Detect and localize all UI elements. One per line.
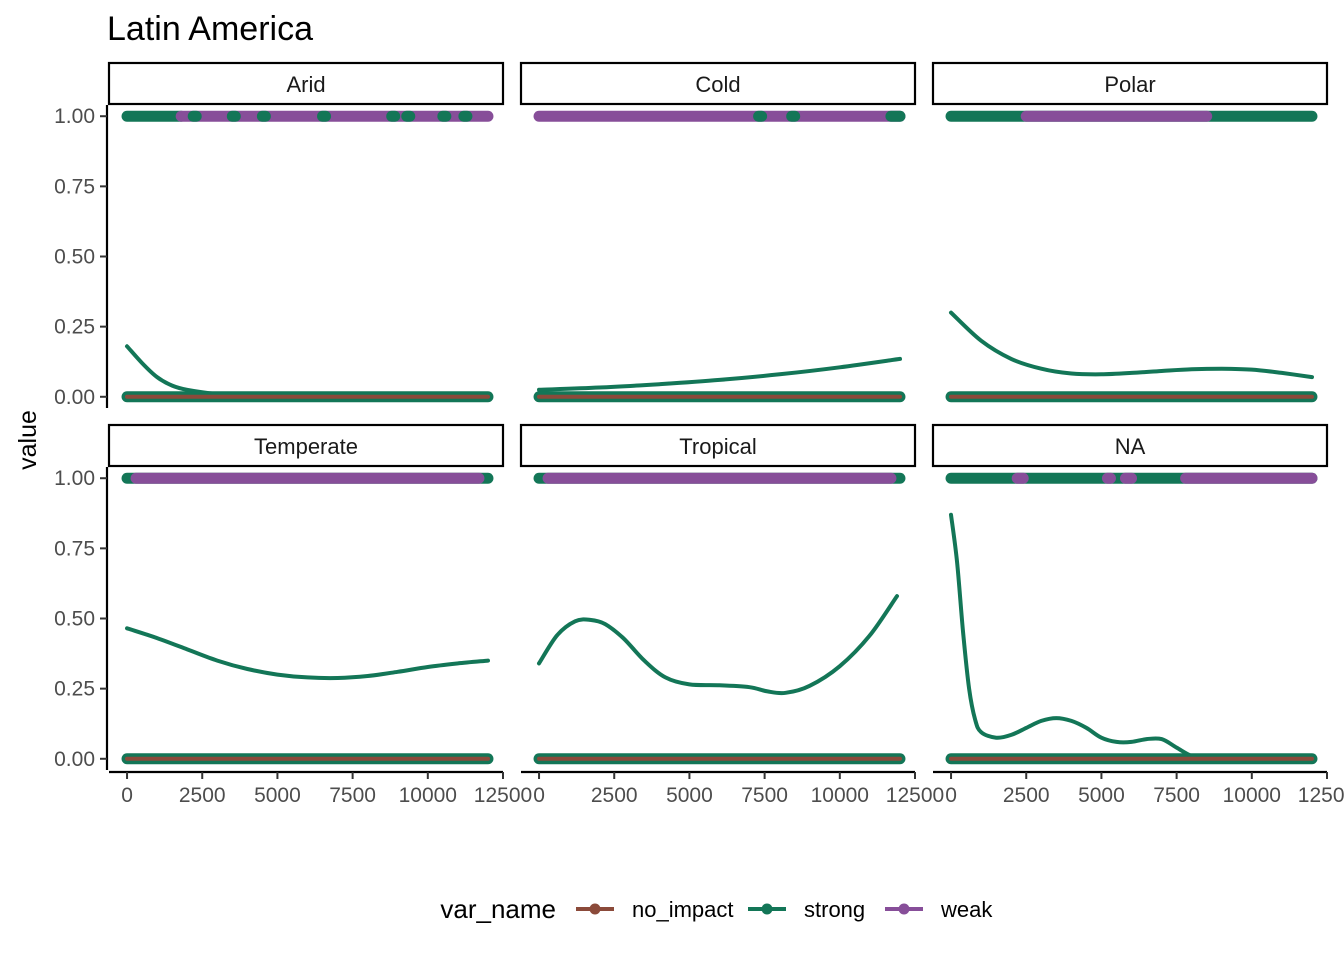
- x-tick-label-tropical-4: 10000: [811, 784, 869, 807]
- legend-key-point-strong: [761, 903, 773, 915]
- x-tick-label-na-0: 0: [945, 784, 957, 807]
- legend-label-no_impact: no_impact: [632, 897, 734, 922]
- x-tick-label-na-3: 7500: [1153, 784, 1200, 807]
- series-line-strong-cold: [537, 356, 902, 392]
- y-tick-label-arid-3: 0.75: [54, 175, 95, 198]
- y-tick-label-arid-1: 0.25: [54, 316, 95, 339]
- panel-na: NA 0 2500 5000 7500 10000 12500: [931, 423, 1344, 807]
- x-tick-label-tropical-2: 5000: [666, 784, 713, 807]
- y-axis-title: value: [14, 410, 42, 470]
- x-tick-label-temperate-4: 10000: [399, 784, 457, 807]
- panel-polar: Polar: [931, 61, 1329, 403]
- facet-label-polar: Polar: [1104, 72, 1155, 97]
- y-tick-label-temperate-4: 1.00: [54, 467, 95, 490]
- y-tick-label-arid-4: 1.00: [54, 105, 95, 128]
- facet-label-arid: Arid: [286, 72, 325, 97]
- x-tick-label-temperate-0: 0: [121, 784, 133, 807]
- panel-tropical: Tropical 0 2500 5000 7500 10000 12500: [519, 423, 944, 807]
- facet-strip-tropical: [519, 423, 917, 468]
- facet-strip-polar: [931, 61, 1329, 106]
- x-tick-label-na-1: 2500: [1003, 784, 1050, 807]
- y-tick-label-temperate-1: 0.25: [54, 678, 95, 701]
- facet-label-temperate: Temperate: [254, 434, 358, 459]
- facet-strip-temperate: [107, 423, 505, 468]
- x-tick-label-tropical-0: 0: [533, 784, 545, 807]
- x-tick-label-na-5: 12500: [1298, 784, 1344, 807]
- legend-title: var_name: [440, 894, 556, 924]
- legend: var_name no_impact strong weak: [440, 894, 993, 924]
- x-tick-label-na-2: 5000: [1078, 784, 1125, 807]
- x-tick-label-temperate-2: 5000: [254, 784, 301, 807]
- legend-label-weak: weak: [940, 897, 993, 922]
- panel-cold: Cold: [519, 61, 917, 403]
- x-tick-label-temperate-5: 12500: [474, 784, 532, 807]
- legend-item-no_impact: no_impact: [576, 897, 734, 922]
- series-line-strong-temperate: [125, 626, 490, 681]
- x-tick-label-temperate-1: 2500: [179, 784, 226, 807]
- x-tick-label-tropical-5: 12500: [886, 784, 944, 807]
- facet-label-cold: Cold: [695, 72, 740, 97]
- facet-strip-arid: [107, 61, 505, 106]
- legend-item-weak: weak: [885, 897, 993, 922]
- facet-strip-cold: [519, 61, 917, 106]
- facet-label-na: NA: [1115, 434, 1146, 459]
- series-line-strong-tropical: [537, 594, 899, 696]
- legend-key-point-weak: [898, 903, 910, 915]
- y-tick-label-arid-2: 0.50: [54, 246, 95, 269]
- facet-label-tropical: Tropical: [679, 434, 756, 459]
- facet-strip-na: [931, 423, 1329, 468]
- legend-key-point-no_impact: [589, 903, 601, 915]
- legend-item-strong: strong: [748, 897, 865, 922]
- x-tick-label-na-4: 10000: [1223, 784, 1281, 807]
- y-tick-label-temperate-2: 0.50: [54, 608, 95, 631]
- y-tick-label-temperate-0: 0.00: [54, 748, 95, 771]
- chart-title: Latin America: [107, 10, 313, 48]
- panel-arid: Arid 0.00 0.25 0.50 0.75 1.00: [54, 61, 505, 409]
- y-tick-label-temperate-3: 0.75: [54, 537, 95, 560]
- x-tick-label-temperate-3: 7500: [329, 784, 376, 807]
- y-tick-label-arid-0: 0.00: [54, 386, 95, 409]
- panel-temperate: Temperate 0.00 0.25 0.50 0.75 1.00 0 2500 5000 75…: [54, 423, 532, 807]
- series-line-strong-polar: [949, 310, 1314, 380]
- legend-label-strong: strong: [804, 897, 865, 922]
- facet-panels: Arid 0.00 0.25 0.50 0.75 1.00 Cold Polar Tempera…: [54, 61, 1344, 807]
- x-tick-label-tropical-1: 2500: [591, 784, 638, 807]
- x-tick-label-tropical-3: 7500: [741, 784, 788, 807]
